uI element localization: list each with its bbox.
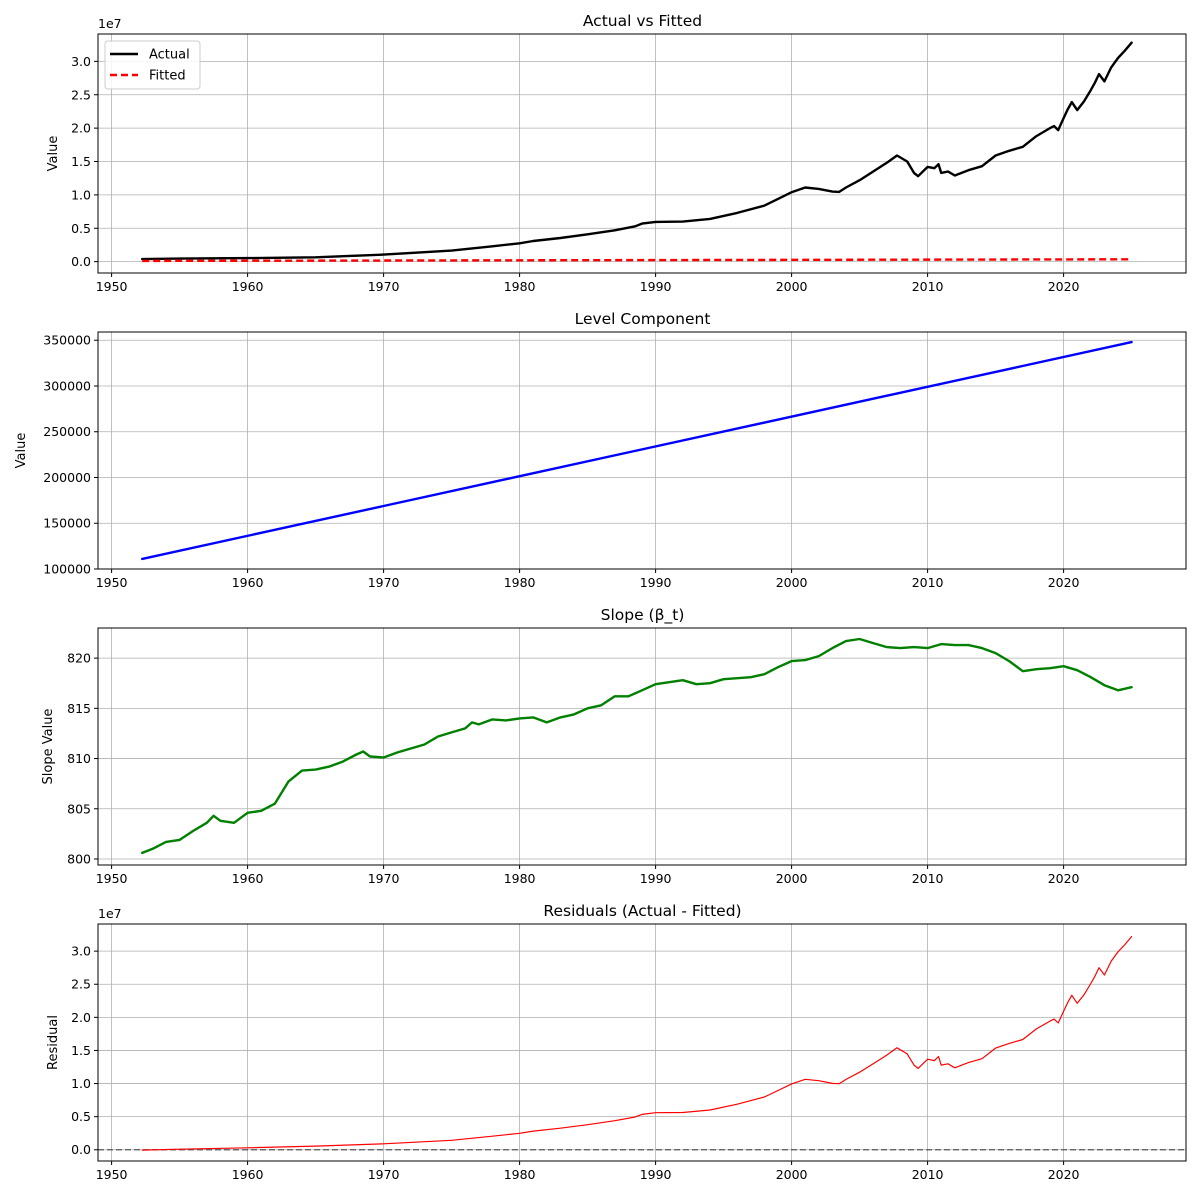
- x-tick-label: 1970: [368, 871, 400, 886]
- y-axis-label: Value: [46, 136, 61, 172]
- y-tick-label: 1.0: [71, 187, 91, 202]
- y-tick-label: 2.5: [71, 87, 91, 102]
- y-tick-label: 2.5: [71, 977, 91, 992]
- y-tick-label: 0.0: [71, 254, 91, 269]
- y-tick-label: 2.0: [71, 1010, 91, 1025]
- x-tick-label: 2000: [776, 871, 808, 886]
- y-axis-offset-label: 1e7: [98, 906, 122, 921]
- x-tick-label: 2020: [1048, 1167, 1080, 1182]
- y-tick-label: 150000: [43, 516, 91, 531]
- y-tick-label: 800: [67, 851, 91, 866]
- panel-title: Residuals (Actual - Fitted): [543, 902, 741, 920]
- series-line-actual: [140, 41, 1133, 261]
- y-tick-label: 820: [67, 651, 91, 666]
- series-line-line: [141, 935, 1133, 1151]
- series-line-line: [140, 637, 1133, 855]
- plot-frame: [97, 627, 1187, 866]
- x-tick-label: 2010: [912, 575, 944, 590]
- legend: Actual Fitted: [104, 40, 201, 90]
- y-axis-offset-label: 1e7: [98, 16, 122, 31]
- x-tick-label: 2000: [776, 279, 808, 294]
- panel-1: 1950 1960 1970 1980 1990 2000 2010 2020 0.0 0.5 1.…: [46, 12, 1187, 294]
- panel-title: Level Component: [575, 310, 711, 328]
- x-tick-label: 2000: [776, 1167, 808, 1182]
- x-tick-label: 1970: [368, 1167, 400, 1182]
- x-tick-label: 1970: [368, 575, 400, 590]
- panel-title: Actual vs Fitted: [583, 12, 702, 30]
- x-tick-label: 1960: [232, 871, 264, 886]
- x-tick-label: 2020: [1048, 871, 1080, 886]
- y-axis-label: Residual: [46, 1015, 61, 1070]
- y-tick-label: 1.0: [71, 1076, 91, 1091]
- x-tick-label: 2010: [912, 279, 944, 294]
- y-tick-label: 200000: [43, 470, 91, 485]
- y-tick-label: 3.0: [71, 944, 91, 959]
- x-tick-label: 1980: [504, 575, 536, 590]
- x-tick-label: 1980: [504, 279, 536, 294]
- x-tick-label: 1950: [96, 279, 128, 294]
- y-tick-label: 1.5: [71, 1043, 91, 1058]
- x-tick-label: 1950: [96, 871, 128, 886]
- y-tick-label: 250000: [43, 424, 91, 439]
- x-tick-label: 2000: [776, 575, 808, 590]
- y-tick-label: 0.5: [71, 1109, 91, 1124]
- x-tick-label: 1980: [504, 1167, 536, 1182]
- x-tick-label: 2010: [912, 1167, 944, 1182]
- y-axis-label: Slope Value: [41, 709, 56, 785]
- y-tick-label: 2.0: [71, 121, 91, 136]
- panel-2: 1950 1960 1970 1980 1990 2000 2010 2020 100000 15…: [14, 310, 1187, 590]
- x-tick-label: 1960: [232, 279, 264, 294]
- x-tick-label: 1990: [640, 1167, 672, 1182]
- y-tick-label: 350000: [43, 333, 91, 348]
- x-tick-label: 1960: [232, 1167, 264, 1182]
- x-tick-label: 1990: [640, 575, 672, 590]
- x-tick-label: 1970: [368, 279, 400, 294]
- plot-frame: [97, 923, 1187, 1162]
- y-tick-label: 0.5: [71, 221, 91, 236]
- x-tick-label: 2020: [1048, 575, 1080, 590]
- panel-title: Slope (β_t): [601, 606, 685, 625]
- plot-frame: [97, 331, 1187, 570]
- y-tick-label: 0.0: [71, 1142, 91, 1157]
- legend-label-actual: Actual: [149, 48, 190, 63]
- plot-frame: [97, 33, 1187, 274]
- y-tick-label: 300000: [43, 378, 91, 393]
- x-tick-label: 1950: [96, 575, 128, 590]
- panel-3: 1950 1960 1970 1980 1990 2000 2010 2020 800 805 81…: [41, 606, 1187, 886]
- series-line-line: [140, 340, 1133, 561]
- legend-label-fitted: Fitted: [149, 69, 186, 84]
- y-tick-label: 100000: [43, 562, 91, 577]
- x-tick-label: 1990: [640, 279, 672, 294]
- x-tick-label: 1990: [640, 871, 672, 886]
- x-tick-label: 1950: [96, 1167, 128, 1182]
- x-tick-label: 1980: [504, 871, 536, 886]
- y-tick-label: 1.5: [71, 154, 91, 169]
- y-tick-label: 815: [67, 701, 91, 716]
- x-tick-label: 2020: [1048, 279, 1080, 294]
- panel-4: 1950 1960 1970 1980 1990 2000 2010 2020 0.0 0.5 1.…: [46, 902, 1187, 1182]
- y-axis-label: Value: [14, 433, 29, 469]
- x-tick-label: 2010: [912, 871, 944, 886]
- y-tick-label: 805: [67, 801, 91, 816]
- y-tick-label: 3.0: [71, 54, 91, 69]
- y-tick-label: 810: [67, 751, 91, 766]
- x-tick-label: 1960: [232, 575, 264, 590]
